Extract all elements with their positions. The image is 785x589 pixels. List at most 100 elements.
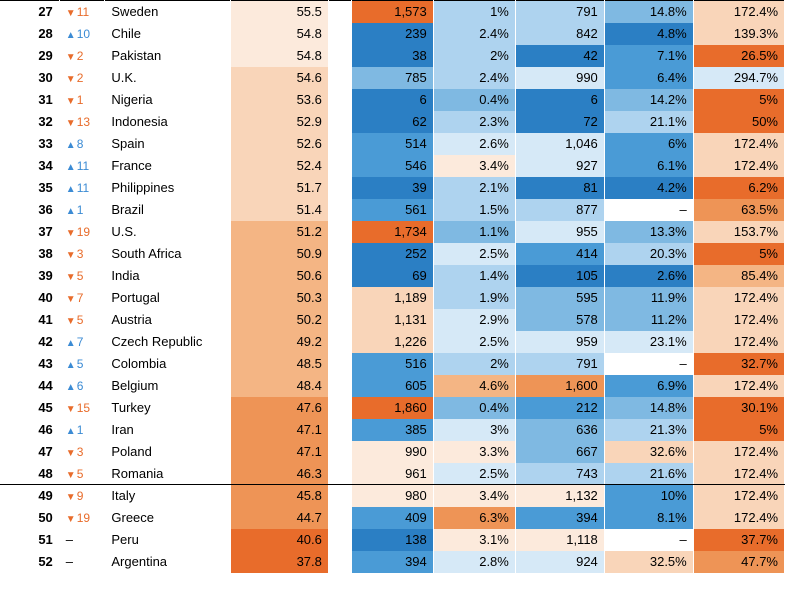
rank-cell: 34 (0, 155, 59, 177)
rank-change-cell: ▲8 (59, 133, 105, 155)
score-cell: 51.7 (230, 177, 328, 199)
rank-down-icon: ▼ (66, 294, 76, 305)
metric-cell-1: 1,573 (351, 1, 433, 23)
metric-cell-5: 50% (693, 111, 784, 133)
metric-cell-3: 955 (515, 221, 604, 243)
metric-cell-1: 252 (351, 243, 433, 265)
spacer (328, 155, 351, 177)
rank-change-cell: ▼7 (59, 287, 105, 309)
spacer (328, 397, 351, 419)
rank-change-value: 11 (77, 159, 89, 173)
metric-cell-5: 32.7% (693, 353, 784, 375)
metric-cell-3: 667 (515, 441, 604, 463)
metric-cell-2: 1.1% (433, 221, 515, 243)
spacer (328, 111, 351, 133)
table-row: 43▲5Colombia48.55162%791–32.7% (0, 353, 785, 375)
table-row: 31▼1Nigeria53.660.4%614.2%5% (0, 89, 785, 111)
score-cell: 51.2 (230, 221, 328, 243)
rank-change-none: – (66, 554, 73, 569)
country-cell: France (105, 155, 230, 177)
table-row: 38▼3South Africa50.92522.5%41420.3%5% (0, 243, 785, 265)
country-cell: Nigeria (105, 89, 230, 111)
metric-cell-5: 30.1% (693, 397, 784, 419)
rank-change-cell: ▲10 (59, 23, 105, 45)
metric-cell-2: 2.8% (433, 551, 515, 573)
metric-cell-2: 2.5% (433, 331, 515, 353)
metric-cell-3: 42 (515, 45, 604, 67)
country-cell: Philippines (105, 177, 230, 199)
rank-change-cell: – (59, 529, 105, 551)
rank-change-value: 8 (77, 137, 84, 151)
rank-down-icon: ▼ (66, 316, 76, 327)
score-cell: 47.1 (230, 441, 328, 463)
metric-cell-3: 414 (515, 243, 604, 265)
metric-cell-2: 1.9% (433, 287, 515, 309)
metric-cell-1: 990 (351, 441, 433, 463)
rank-cell: 33 (0, 133, 59, 155)
rank-change-value: 2 (77, 71, 84, 85)
rank-change-value: 11 (77, 181, 89, 195)
rank-change-value: 9 (77, 489, 84, 503)
metric-cell-2: 2.3% (433, 111, 515, 133)
metric-cell-1: 385 (351, 419, 433, 441)
country-cell: Czech Republic (105, 331, 230, 353)
metric-cell-2: 2.4% (433, 23, 515, 45)
country-cell: South Africa (105, 243, 230, 265)
rank-change-cell: ▼15 (59, 397, 105, 419)
score-cell: 53.6 (230, 89, 328, 111)
score-cell: 44.7 (230, 507, 328, 529)
rank-down-icon: ▼ (66, 470, 76, 481)
rank-change-cell: ▼2 (59, 67, 105, 89)
spacer (328, 485, 351, 507)
rank-change-value: 10 (77, 27, 90, 41)
metric-cell-3: 1,118 (515, 529, 604, 551)
table-row: 37▼19U.S.51.21,7341.1%95513.3%153.7% (0, 221, 785, 243)
metric-cell-2: 1% (433, 1, 515, 23)
metric-cell-3: 959 (515, 331, 604, 353)
rank-change-value: 1 (77, 93, 84, 107)
metric-cell-5: 172.4% (693, 309, 784, 331)
rank-change-cell: ▲1 (59, 199, 105, 221)
rank-cell: 27 (0, 1, 59, 23)
rank-change-value: 5 (77, 313, 84, 327)
rank-up-icon: ▲ (66, 184, 76, 195)
table-row: 48▼5Romania46.39612.5%74321.6%172.4% (0, 463, 785, 485)
metric-cell-4: 13.3% (604, 221, 693, 243)
metric-cell-1: 561 (351, 199, 433, 221)
metric-cell-4: 14.8% (604, 397, 693, 419)
rank-change-cell: ▼19 (59, 221, 105, 243)
metric-cell-1: 1,226 (351, 331, 433, 353)
metric-cell-4: 11.2% (604, 309, 693, 331)
spacer (328, 309, 351, 331)
metric-cell-3: 105 (515, 265, 604, 287)
metric-cell-2: 3.3% (433, 441, 515, 463)
table-row: 45▼15Turkey47.61,8600.4%21214.8%30.1% (0, 397, 785, 419)
country-cell: Brazil (105, 199, 230, 221)
score-cell: 55.5 (230, 1, 328, 23)
rank-change-value: 7 (77, 291, 84, 305)
metric-cell-5: 172.4% (693, 375, 784, 397)
spacer (328, 221, 351, 243)
rank-up-icon: ▲ (66, 382, 76, 393)
spacer (328, 551, 351, 573)
metric-cell-4: 4.8% (604, 23, 693, 45)
rank-cell: 39 (0, 265, 59, 287)
rank-up-icon: ▲ (66, 426, 76, 437)
spacer (328, 419, 351, 441)
metric-cell-5: 139.3% (693, 23, 784, 45)
rank-change-cell: ▼5 (59, 265, 105, 287)
metric-cell-4: – (604, 199, 693, 221)
metric-cell-5: 172.4% (693, 441, 784, 463)
rank-up-icon: ▲ (66, 360, 76, 371)
metric-cell-2: 2.5% (433, 243, 515, 265)
rank-change-value: 1 (77, 423, 84, 437)
rank-change-value: 19 (77, 225, 90, 239)
country-cell: Indonesia (105, 111, 230, 133)
country-cell: Portugal (105, 287, 230, 309)
metric-cell-3: 1,600 (515, 375, 604, 397)
metric-cell-1: 1,860 (351, 397, 433, 419)
rank-change-cell: ▲6 (59, 375, 105, 397)
country-cell: India (105, 265, 230, 287)
score-cell: 45.8 (230, 485, 328, 507)
metric-cell-1: 605 (351, 375, 433, 397)
